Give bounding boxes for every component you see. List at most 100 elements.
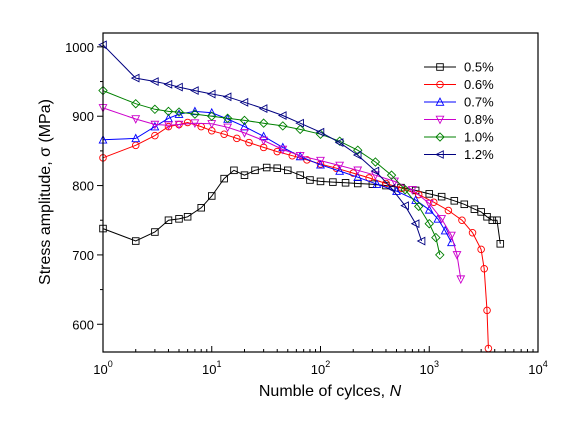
data-point (483, 306, 491, 315)
data-point (431, 232, 441, 243)
data-point (444, 206, 453, 215)
data-point (222, 113, 233, 124)
legend-marker (436, 80, 444, 89)
data-point (316, 177, 325, 186)
data-point (386, 183, 396, 193)
data-point (197, 204, 205, 212)
legend-item: 0.6% (424, 77, 494, 92)
data-point (259, 131, 269, 141)
data-point (372, 179, 382, 188)
legend-item: 1.0% (424, 130, 494, 145)
data-point (370, 157, 381, 167)
data-point (258, 104, 268, 114)
data-point (151, 228, 159, 236)
data-point (370, 171, 380, 181)
data-point (131, 237, 140, 245)
legend-label: 0.5% (464, 60, 494, 75)
data-point (245, 138, 253, 147)
data-point (278, 142, 288, 152)
series-3 (98, 104, 466, 285)
data-point (278, 121, 288, 131)
data-point (164, 216, 173, 224)
series-4 (98, 85, 445, 260)
data-point (163, 79, 173, 89)
data-point (240, 171, 249, 179)
legend-marker (435, 115, 445, 125)
data-point (130, 73, 140, 83)
data-point (150, 77, 159, 86)
data-point (278, 145, 288, 155)
data-point (295, 118, 304, 128)
data-point (425, 190, 434, 198)
data-point (295, 151, 305, 161)
legend-label: 0.6% (464, 77, 494, 92)
series-line (102, 90, 441, 256)
data-point (131, 98, 141, 109)
data-point (233, 134, 241, 143)
data-point (430, 198, 438, 206)
legend-item: 0.5% (424, 60, 494, 75)
data-point (284, 166, 292, 175)
data-point (353, 145, 363, 155)
y-tick-label: 600 (72, 317, 94, 332)
data-point (190, 86, 199, 95)
legend-marker (435, 150, 444, 159)
data-point (496, 240, 505, 248)
data-point (447, 231, 456, 241)
data-point (174, 82, 183, 92)
data-point (222, 92, 232, 102)
data-point (295, 124, 305, 135)
data-point (131, 115, 141, 124)
data-point (424, 199, 434, 209)
data-point (468, 228, 477, 237)
ticks-layer: 100 101 102 103 104 600 700 800 900 1000 (65, 40, 548, 377)
data-point (414, 190, 423, 199)
data-point (452, 251, 462, 260)
data-point (493, 216, 501, 224)
data-point (410, 219, 420, 229)
data-point (440, 225, 450, 235)
x-axis-title: Numble of cylces, N (259, 383, 402, 400)
data-point (477, 245, 485, 254)
x-tick-label: 103 (420, 359, 439, 377)
legend-label: 1.0% (464, 130, 494, 145)
data-point (230, 166, 238, 175)
data-point (239, 115, 250, 126)
data-point (150, 120, 160, 130)
legend-item: 0.7% (424, 95, 494, 110)
data-point (352, 150, 362, 160)
x-tick-label: 100 (93, 359, 112, 377)
data-point (273, 164, 281, 172)
data-point (190, 109, 200, 119)
data-point (316, 159, 325, 169)
data-point (424, 204, 434, 214)
data-point (316, 156, 325, 166)
series-2 (98, 106, 456, 247)
data-point (240, 129, 249, 138)
x-tick-label: 101 (202, 359, 221, 377)
y-tick-label: 900 (72, 109, 94, 124)
data-point (273, 147, 281, 156)
data-point (163, 106, 174, 117)
legend-label: 0.8% (464, 112, 494, 127)
legend-marker (436, 63, 444, 71)
data-point (386, 170, 397, 180)
data-point (131, 133, 141, 143)
y-tick-label: 700 (72, 248, 94, 263)
data-point (458, 216, 466, 224)
data-point (460, 200, 469, 209)
data-point (164, 121, 173, 131)
legend: 0.5% 0.6% 0.7% 0.8% 1.0% 1.2% (424, 60, 494, 162)
series-line (102, 44, 423, 242)
series-0 (99, 163, 505, 248)
data-point (220, 130, 228, 138)
data-point (223, 123, 233, 133)
data-point (207, 111, 217, 121)
series-layer (98, 40, 505, 353)
data-point (341, 179, 350, 187)
x-tick-label: 102 (311, 359, 330, 377)
data-point (206, 89, 216, 99)
data-point (349, 169, 357, 177)
data-point (382, 179, 390, 188)
